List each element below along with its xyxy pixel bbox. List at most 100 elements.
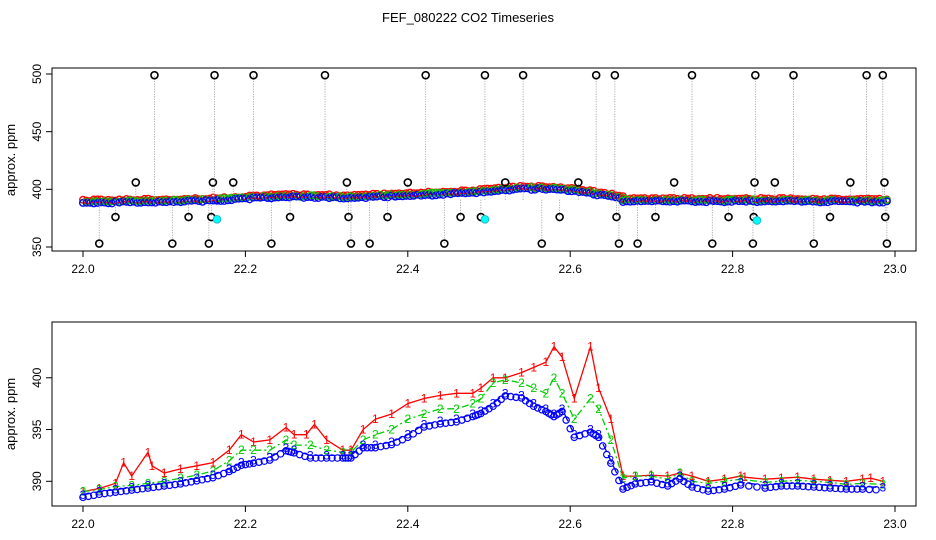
bottom-y-axis: 390 395 400: [30, 367, 53, 491]
top-baseline-point: [450, 189, 459, 198]
bottom-sample-point: [311, 454, 320, 462]
top-spike-point: [456, 212, 465, 222]
top-baseline-point: [764, 197, 773, 205]
bottom-sample-point: [619, 485, 627, 493]
bottom-sample-point: [363, 443, 372, 452]
top-spike-point: [249, 70, 258, 80]
top-baseline-point: [727, 195, 736, 204]
series-marker-2: 2: [810, 474, 817, 488]
series-marker-2: 2: [193, 468, 200, 482]
series-marker-1: 1: [388, 407, 395, 421]
figure-title: FEF_080222 CO2 Timeseries: [382, 10, 554, 25]
x-tick-label: 22.0: [71, 262, 95, 276]
y-tick-label: 400: [30, 367, 44, 387]
top-baseline-point: [387, 191, 396, 200]
y-tick-label: 450: [30, 121, 44, 141]
series-marker-2: 2: [238, 443, 245, 457]
bottom-sample-point: [872, 485, 880, 494]
top-baseline-point: [834, 197, 843, 206]
top-baseline-point: [129, 197, 138, 206]
series-marker-3: 3: [530, 397, 537, 411]
series-marker-3: 3: [404, 428, 411, 442]
series-marker-3: 3: [843, 479, 850, 493]
series-marker-1: 1: [437, 388, 444, 402]
bottom-sample-point: [138, 484, 147, 493]
series-marker-1: 1: [530, 360, 537, 374]
bottom-sample-point: [788, 482, 796, 490]
series-marker-3: 3: [112, 483, 119, 497]
top-baseline-point: [842, 197, 851, 206]
bottom-sample-point: [506, 392, 515, 401]
series-marker-3: 3: [226, 462, 233, 476]
top-spike-point: [574, 178, 583, 187]
top-spike-point: [210, 70, 219, 80]
series-marker-1: 1: [620, 469, 627, 483]
top-spike-point: [751, 70, 760, 80]
series-marker-2: 2: [620, 471, 627, 485]
bottom-sample-point: [171, 480, 179, 489]
series-marker-1: 1: [542, 355, 549, 369]
top-baseline-point: [238, 194, 247, 203]
series-marker-3: 3: [542, 402, 549, 416]
top-baseline-point: [786, 196, 795, 205]
y-tick-label: 395: [30, 419, 44, 439]
top-baseline-point: [838, 197, 847, 206]
bottom-sample-point: [512, 393, 520, 402]
bottom-sample-point: [501, 392, 510, 400]
series-marker-1: 1: [502, 371, 509, 385]
top-baseline-point: [292, 192, 301, 201]
top-plot-panel: 22.0 22.2 22.4 22.6 22.8 23.0 350 400 450 500 ap…: [3, 64, 917, 276]
bottom-sample-point: [95, 490, 104, 499]
series-marker-1: 1: [128, 469, 135, 483]
top-spike-point: [480, 70, 490, 80]
series-marker-1: 1: [607, 412, 614, 426]
bottom-sample-point: [376, 442, 385, 451]
series-marker-1: 1: [859, 472, 866, 486]
bottom-sample-point: [255, 458, 263, 466]
x-tick-label: 23.0: [883, 517, 907, 531]
top-spike-point: [669, 178, 679, 187]
bottom-sample-point: [731, 482, 740, 491]
bottom-sample-point: [306, 454, 315, 462]
y-tick-label: 350: [30, 237, 44, 257]
series-marker-3: 3: [879, 481, 886, 495]
bottom-sample-point: [245, 460, 254, 468]
series-marker-2: 2: [323, 443, 330, 457]
series-marker-2: 2: [530, 381, 537, 395]
series-marker-3: 3: [437, 414, 444, 428]
series-marker-3: 3: [453, 412, 460, 426]
bottom-sample-point: [663, 482, 672, 490]
series-marker-2: 2: [721, 474, 728, 488]
series-marker-1: 1: [177, 462, 184, 476]
bottom-sample-point: [558, 407, 566, 416]
bottom-sample-point: [187, 478, 196, 486]
bottom-sample-point: [149, 483, 158, 492]
series-marker-3: 3: [502, 386, 509, 400]
series-marker-2: 2: [177, 471, 184, 485]
series-marker-3: 3: [518, 388, 525, 402]
series-marker-3: 3: [177, 474, 184, 488]
series-marker-1: 1: [193, 459, 200, 473]
series-marker-1: 1: [339, 443, 346, 457]
series-marker-1: 1: [518, 366, 525, 380]
series-marker-1: 1: [303, 428, 310, 442]
series-marker-3: 3: [490, 397, 497, 411]
bottom-sample-point: [229, 465, 238, 474]
top-y-axis: 350 400 450 500: [30, 64, 53, 257]
series-marker-1: 1: [587, 340, 594, 354]
series-marker-1: 1: [490, 371, 497, 385]
top-baseline-point: [234, 194, 243, 203]
series-marker-1: 1: [266, 433, 273, 447]
series-marker-1: 1: [595, 381, 602, 395]
top-x-axis: 22.0 22.2 22.4 22.6 22.8 23.0: [71, 250, 907, 276]
top-plot-frame: [51, 67, 917, 252]
series-marker-1: 1: [721, 472, 728, 486]
top-spike-point: [707, 239, 717, 248]
series-marker-1: 1: [551, 340, 558, 354]
bottom-sample-point: [425, 422, 434, 430]
series-marker-1: 1: [469, 386, 476, 400]
series-marker-1: 1: [705, 474, 712, 488]
top-spike-point: [880, 212, 890, 222]
bottom-sample-point: [341, 454, 350, 462]
series-marker-2: 2: [307, 438, 314, 452]
